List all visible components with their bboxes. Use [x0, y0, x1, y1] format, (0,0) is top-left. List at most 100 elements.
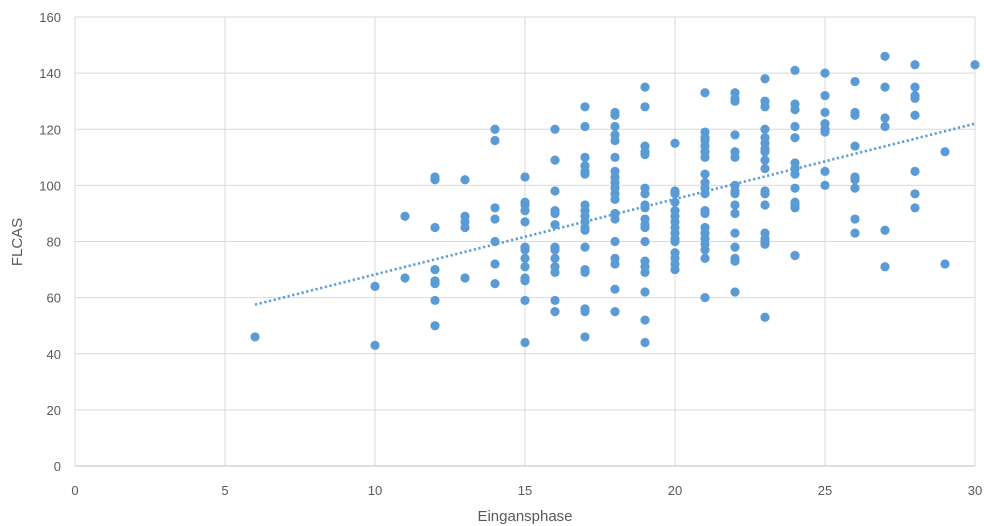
- x-tick-label: 0: [71, 483, 78, 498]
- data-point: [370, 281, 380, 291]
- data-point: [940, 259, 950, 269]
- data-point: [520, 172, 530, 182]
- data-point: [610, 121, 620, 132]
- data-point: [610, 307, 620, 317]
- data-point: [910, 189, 920, 199]
- data-point: [910, 203, 920, 213]
- data-point: [550, 245, 560, 255]
- data-point: [460, 273, 470, 283]
- x-axis-title: Eingansphase: [477, 508, 572, 525]
- data-point: [700, 293, 710, 303]
- data-point: [400, 211, 410, 221]
- data-point: [700, 245, 710, 255]
- data-point: [430, 222, 440, 233]
- data-point: [730, 256, 740, 266]
- data-point: [760, 239, 770, 249]
- data-point: [730, 228, 740, 238]
- data-point: [610, 214, 620, 224]
- data-point: [580, 152, 590, 162]
- data-point: [850, 141, 860, 151]
- data-point: [730, 200, 740, 210]
- data-point: [430, 264, 440, 275]
- data-point: [250, 332, 260, 342]
- data-point: [910, 60, 920, 70]
- data-point: [430, 175, 440, 185]
- data-point: [640, 236, 650, 247]
- data-point: [520, 206, 530, 216]
- data-point: [940, 147, 950, 157]
- data-point: [910, 110, 920, 120]
- data-point: [490, 278, 500, 289]
- y-tick-label: 160: [39, 10, 61, 25]
- data-point: [910, 166, 920, 176]
- data-point: [850, 110, 860, 120]
- data-point: [670, 264, 680, 275]
- data-point: [640, 82, 650, 92]
- data-point: [820, 68, 830, 78]
- data-point: [850, 214, 860, 224]
- data-point: [550, 208, 560, 219]
- data-point: [790, 169, 800, 179]
- y-axis-title: FLCAS: [9, 218, 26, 266]
- tick-labels: 0 20 40 60 80 100 120 140 160 0 5 10 15 20 25 30: [39, 10, 982, 498]
- data-point: [760, 189, 770, 199]
- y-tick-label: 80: [47, 235, 61, 250]
- data-point: [970, 60, 980, 70]
- data-point: [610, 135, 620, 146]
- data-point: [430, 278, 440, 289]
- data-point: [430, 295, 440, 306]
- data-point: [610, 284, 620, 294]
- x-tick-label: 30: [968, 483, 982, 498]
- data-point: [610, 194, 620, 205]
- data-point: [490, 124, 500, 134]
- data-point: [790, 105, 800, 115]
- y-tick-label: 100: [39, 178, 61, 193]
- data-point: [520, 295, 530, 306]
- y-tick-label: 0: [54, 459, 61, 474]
- data-point: [700, 189, 710, 199]
- x-tick-label: 15: [518, 483, 532, 498]
- data-point: [760, 147, 770, 157]
- data-point: [550, 124, 560, 134]
- data-point: [520, 217, 530, 227]
- data-point: [760, 74, 770, 84]
- data-point: [580, 242, 590, 252]
- data-point: [790, 183, 800, 193]
- y-tick-label: 120: [39, 122, 61, 137]
- data-point: [520, 253, 530, 263]
- x-tick-label: 10: [368, 483, 382, 498]
- x-tick-label: 5: [221, 483, 228, 498]
- data-point: [670, 236, 680, 247]
- data-point: [760, 124, 770, 134]
- data-point: [640, 203, 650, 213]
- data-point: [550, 186, 560, 196]
- data-point: [520, 337, 530, 348]
- y-tick-label: 140: [39, 66, 61, 81]
- data-point: [490, 135, 500, 146]
- data-point: [520, 262, 530, 272]
- data-point: [580, 225, 590, 235]
- data-point: [760, 200, 770, 210]
- data-point: [730, 287, 740, 297]
- data-point: [850, 175, 860, 185]
- data-point: [790, 133, 800, 143]
- data-point: [730, 208, 740, 219]
- data-point: [580, 332, 590, 342]
- data-point: [520, 276, 530, 286]
- data-point: [880, 121, 890, 132]
- data-point: [490, 259, 500, 269]
- data-point: [730, 189, 740, 199]
- data-point: [580, 121, 590, 132]
- data-point: [580, 169, 590, 179]
- data-point: [610, 236, 620, 247]
- data-point: [700, 88, 710, 98]
- data-point: [730, 242, 740, 252]
- data-point: [760, 155, 770, 165]
- data-point: [880, 51, 890, 61]
- data-point: [790, 121, 800, 132]
- data-point: [550, 155, 560, 165]
- data-point: [760, 163, 770, 174]
- data-point: [790, 250, 800, 261]
- data-point: [760, 312, 770, 322]
